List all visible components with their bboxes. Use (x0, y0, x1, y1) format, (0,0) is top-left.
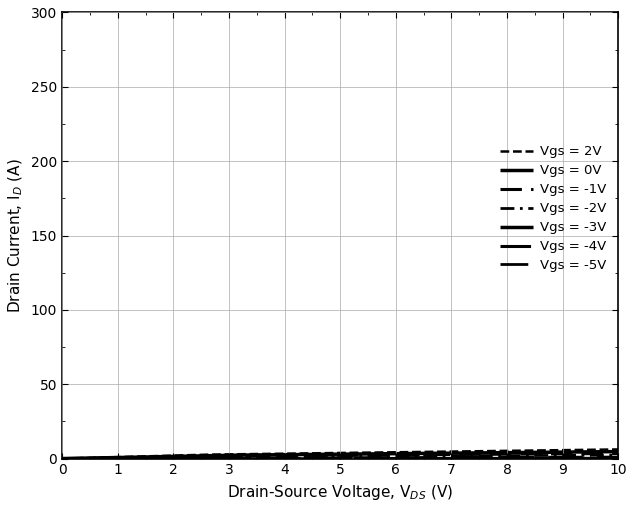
Line: Vgs = -1V: Vgs = -1V (62, 454, 618, 459)
Vgs = 0V (58, 456, 66, 462)
Vgs = -5V (392, 456, 399, 462)
Vgs = 0V (515, 449, 523, 456)
Vgs = 2V (614, 446, 622, 453)
Vgs = -3V (392, 455, 399, 461)
Vgs = 2V (159, 453, 167, 459)
Vgs = -3V (58, 456, 66, 462)
Vgs = -2V (271, 454, 278, 460)
Vgs = -4V (614, 455, 622, 461)
Vgs = -1V (515, 451, 523, 457)
Vgs = 2V (473, 448, 481, 455)
Vgs = -3V (159, 456, 167, 462)
Vgs = -4V (271, 456, 278, 462)
Vgs = -5V (473, 456, 481, 462)
Vgs = -5V (58, 456, 66, 462)
Vgs = -1V (159, 454, 167, 460)
Vgs = -4V (58, 456, 66, 462)
Vgs = -1V (271, 453, 278, 459)
Vgs = -4V (473, 456, 481, 462)
Vgs = -2V (392, 453, 399, 459)
Vgs = 2V (420, 449, 427, 455)
Vgs = -3V (614, 455, 622, 461)
Vgs = -4V (392, 456, 399, 462)
Vgs = -3V (420, 455, 427, 461)
Line: Vgs = 2V: Vgs = 2V (62, 449, 618, 459)
X-axis label: Drain-Source Voltage, V$_{DS}$ (V): Drain-Source Voltage, V$_{DS}$ (V) (227, 483, 453, 502)
Vgs = -4V (420, 456, 427, 462)
Vgs = -3V (473, 455, 481, 461)
Legend: Vgs = 2V, Vgs = 0V, Vgs = -1V, Vgs = -2V, Vgs = -3V, Vgs = -4V, Vgs = -5V: Vgs = 2V, Vgs = 0V, Vgs = -1V, Vgs = -2V… (495, 140, 612, 277)
Vgs = -2V (58, 456, 66, 462)
Vgs = -5V (420, 456, 427, 462)
Vgs = 0V (473, 450, 481, 456)
Vgs = -3V (515, 455, 523, 461)
Vgs = -1V (473, 451, 481, 458)
Vgs = -2V (420, 453, 427, 459)
Vgs = 2V (58, 456, 66, 462)
Vgs = -2V (515, 453, 523, 459)
Vgs = -2V (159, 455, 167, 461)
Vgs = -2V (614, 452, 622, 458)
Vgs = -5V (614, 456, 622, 462)
Vgs = -5V (159, 456, 167, 462)
Vgs = -2V (473, 453, 481, 459)
Vgs = -4V (515, 456, 523, 462)
Vgs = 0V (159, 454, 167, 460)
Vgs = -5V (515, 456, 523, 462)
Vgs = 2V (271, 451, 278, 457)
Vgs = 0V (392, 450, 399, 457)
Vgs = 0V (614, 448, 622, 455)
Vgs = -1V (614, 450, 622, 457)
Vgs = -1V (58, 456, 66, 462)
Line: Vgs = -3V: Vgs = -3V (62, 458, 618, 459)
Line: Vgs = 0V: Vgs = 0V (62, 451, 618, 459)
Vgs = 0V (271, 451, 278, 458)
Vgs = -1V (392, 452, 399, 458)
Vgs = -1V (420, 451, 427, 458)
Vgs = 2V (515, 447, 523, 454)
Vgs = 0V (420, 450, 427, 457)
Y-axis label: Drain Current, I$_D$ (A): Drain Current, I$_D$ (A) (7, 158, 25, 313)
Vgs = -3V (271, 455, 278, 461)
Line: Vgs = -2V: Vgs = -2V (62, 455, 618, 459)
Vgs = -5V (271, 456, 278, 462)
Vgs = -4V (159, 456, 167, 462)
Vgs = 2V (392, 449, 399, 456)
